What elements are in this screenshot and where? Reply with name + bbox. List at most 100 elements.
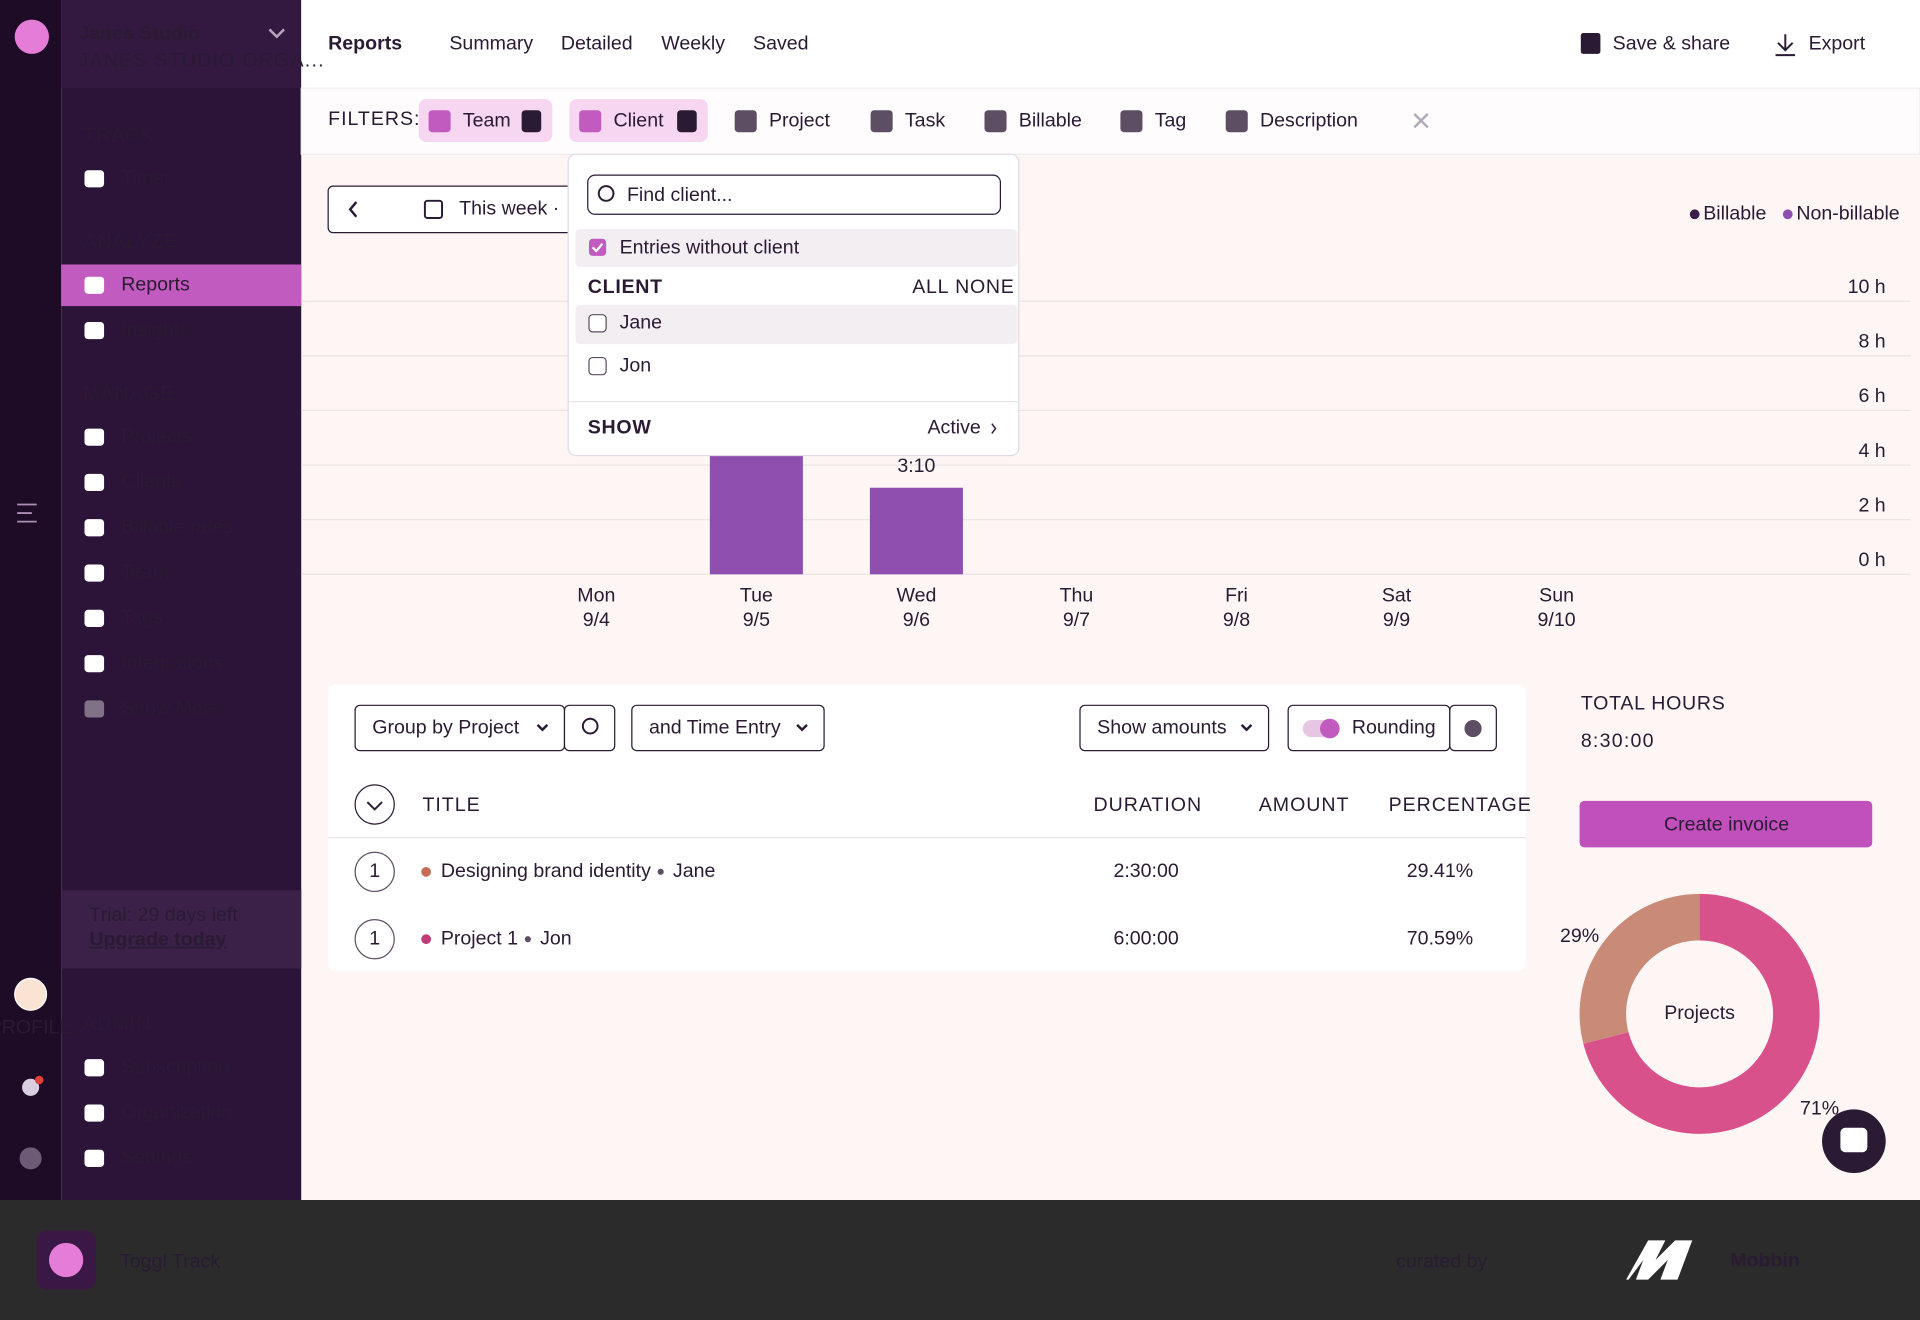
nav-item[interactable]: Clients	[121, 471, 181, 493]
filter-count: 1	[681, 109, 692, 131]
x-tick-label: Sun	[1539, 584, 1574, 606]
column-header[interactable]: TITLE	[422, 794, 480, 816]
show-amounts[interactable]	[1079, 704, 1270, 752]
section-title: TRACK	[83, 124, 154, 146]
row-percentage: 29.41%	[1407, 860, 1473, 882]
nav-item[interactable]: Insights	[121, 319, 189, 341]
nav-item[interactable]: Billable rates	[121, 516, 233, 538]
nav-item[interactable]: Organization	[121, 1101, 232, 1123]
rounding-label: Rounding	[1352, 717, 1436, 739]
notifications[interactable]	[22, 1078, 40, 1096]
nav-item[interactable]: Projects	[121, 425, 192, 447]
option[interactable]: Entries without client	[620, 237, 800, 259]
client-option[interactable]: Jon	[620, 354, 652, 376]
toggle-knob	[1320, 718, 1340, 739]
nav-item[interactable]: Settings	[121, 1147, 192, 1169]
icon	[84, 276, 105, 294]
x-tick-label: Tue	[740, 584, 773, 606]
row-expander[interactable]	[354, 851, 395, 893]
upgrade-link[interactable]: Upgrade today	[89, 929, 226, 951]
create-invoice[interactable]	[1579, 800, 1873, 848]
total-label: TOTAL HOURS	[1581, 692, 1726, 714]
footer	[0, 1200, 1920, 1320]
show-value[interactable]: Active	[927, 417, 980, 439]
icon	[84, 170, 105, 188]
row-title[interactable]: Project 1	[441, 927, 518, 949]
icon	[579, 110, 602, 133]
nav-item[interactable]: Timer	[121, 167, 171, 189]
y-tick-label: 0 h	[1858, 549, 1885, 571]
row-title[interactable]: Designing brand identity	[441, 860, 651, 882]
nav-item[interactable]: Subscription	[121, 1056, 229, 1078]
section-title: ANALYZE	[83, 231, 178, 253]
section-title: MANAGE	[83, 382, 174, 404]
tab[interactable]: Saved	[753, 32, 809, 54]
checkbox[interactable]	[588, 238, 607, 256]
table-card	[328, 684, 1526, 972]
nav-item[interactable]: Tags	[121, 607, 163, 629]
select-none[interactable]: NONE	[955, 276, 1015, 298]
badge	[34, 1075, 44, 1085]
filter-item[interactable]: Project	[769, 109, 830, 131]
tab[interactable]: Weekly	[661, 32, 725, 54]
pie-slice	[1583, 893, 1820, 1134]
nav-item[interactable]: Team	[121, 561, 169, 583]
clear-filters[interactable]	[1413, 113, 1429, 129]
tab[interactable]: Summary	[449, 32, 533, 54]
icon	[1240, 724, 1253, 732]
icon	[1580, 33, 1601, 54]
collapse-all[interactable]	[354, 784, 395, 825]
help[interactable]	[19, 1147, 42, 1170]
client-option[interactable]: Jane	[620, 311, 663, 333]
filter-item[interactable]: Description	[1260, 109, 1358, 131]
icon	[366, 801, 383, 811]
project-dot	[421, 934, 432, 945]
footer-app: Toggl Track	[120, 1251, 220, 1273]
filter-item[interactable]: Billable	[1019, 109, 1082, 131]
workspace-box	[61, 0, 302, 89]
icon	[428, 110, 451, 133]
save-button[interactable]: Save & share	[1613, 32, 1731, 54]
count-badge	[677, 110, 697, 133]
icon	[268, 28, 285, 39]
footer-curated: curated by	[1396, 1251, 1488, 1273]
create-invoice-label: Create invoice	[1664, 813, 1789, 835]
search-input[interactable]	[587, 174, 1002, 215]
column-header[interactable]: DURATION	[1093, 794, 1202, 816]
nav-item[interactable]: Reports	[121, 273, 190, 295]
nav-item[interactable]: Integrations	[121, 652, 224, 674]
row-index: 1	[369, 927, 380, 949]
column-header: PERCENTAGE	[1389, 794, 1532, 816]
row-duration: 6:00:00	[1113, 927, 1178, 949]
trial-box	[61, 890, 302, 969]
icon	[84, 1149, 105, 1167]
sub-group[interactable]	[631, 704, 825, 752]
row-index: 1	[369, 860, 380, 882]
checkbox[interactable]	[588, 314, 607, 333]
y-tick-label: 6 h	[1858, 385, 1885, 407]
nav-item[interactable]: Show More	[121, 697, 220, 719]
filter-item[interactable]: Tag	[1155, 109, 1187, 131]
pie-slice	[1579, 893, 1700, 1044]
icon	[48, 1242, 84, 1278]
icon	[870, 110, 893, 133]
search-button[interactable]	[563, 704, 616, 752]
date-range[interactable]: This week ·	[459, 198, 559, 220]
filter-item[interactable]: Task	[905, 109, 945, 131]
tab[interactable]: Detailed	[561, 32, 633, 54]
profile-label: PROFILE	[0, 1017, 73, 1039]
workspace-name[interactable]: Janes Studio	[78, 22, 200, 44]
x-tick-label: Sat	[1382, 584, 1412, 606]
avatar[interactable]	[14, 977, 48, 1011]
export-button[interactable]: Export	[1809, 32, 1866, 54]
header	[301, 0, 1920, 89]
icon	[84, 428, 105, 446]
bar-label: 3:10	[897, 455, 935, 477]
y-tick-label: 2 h	[1858, 494, 1885, 516]
checkbox[interactable]	[588, 356, 607, 376]
filter-chip[interactable]	[569, 99, 708, 143]
filter-chip[interactable]	[418, 99, 553, 143]
select-all[interactable]: ALL	[912, 276, 949, 298]
row-expander[interactable]	[354, 918, 395, 960]
